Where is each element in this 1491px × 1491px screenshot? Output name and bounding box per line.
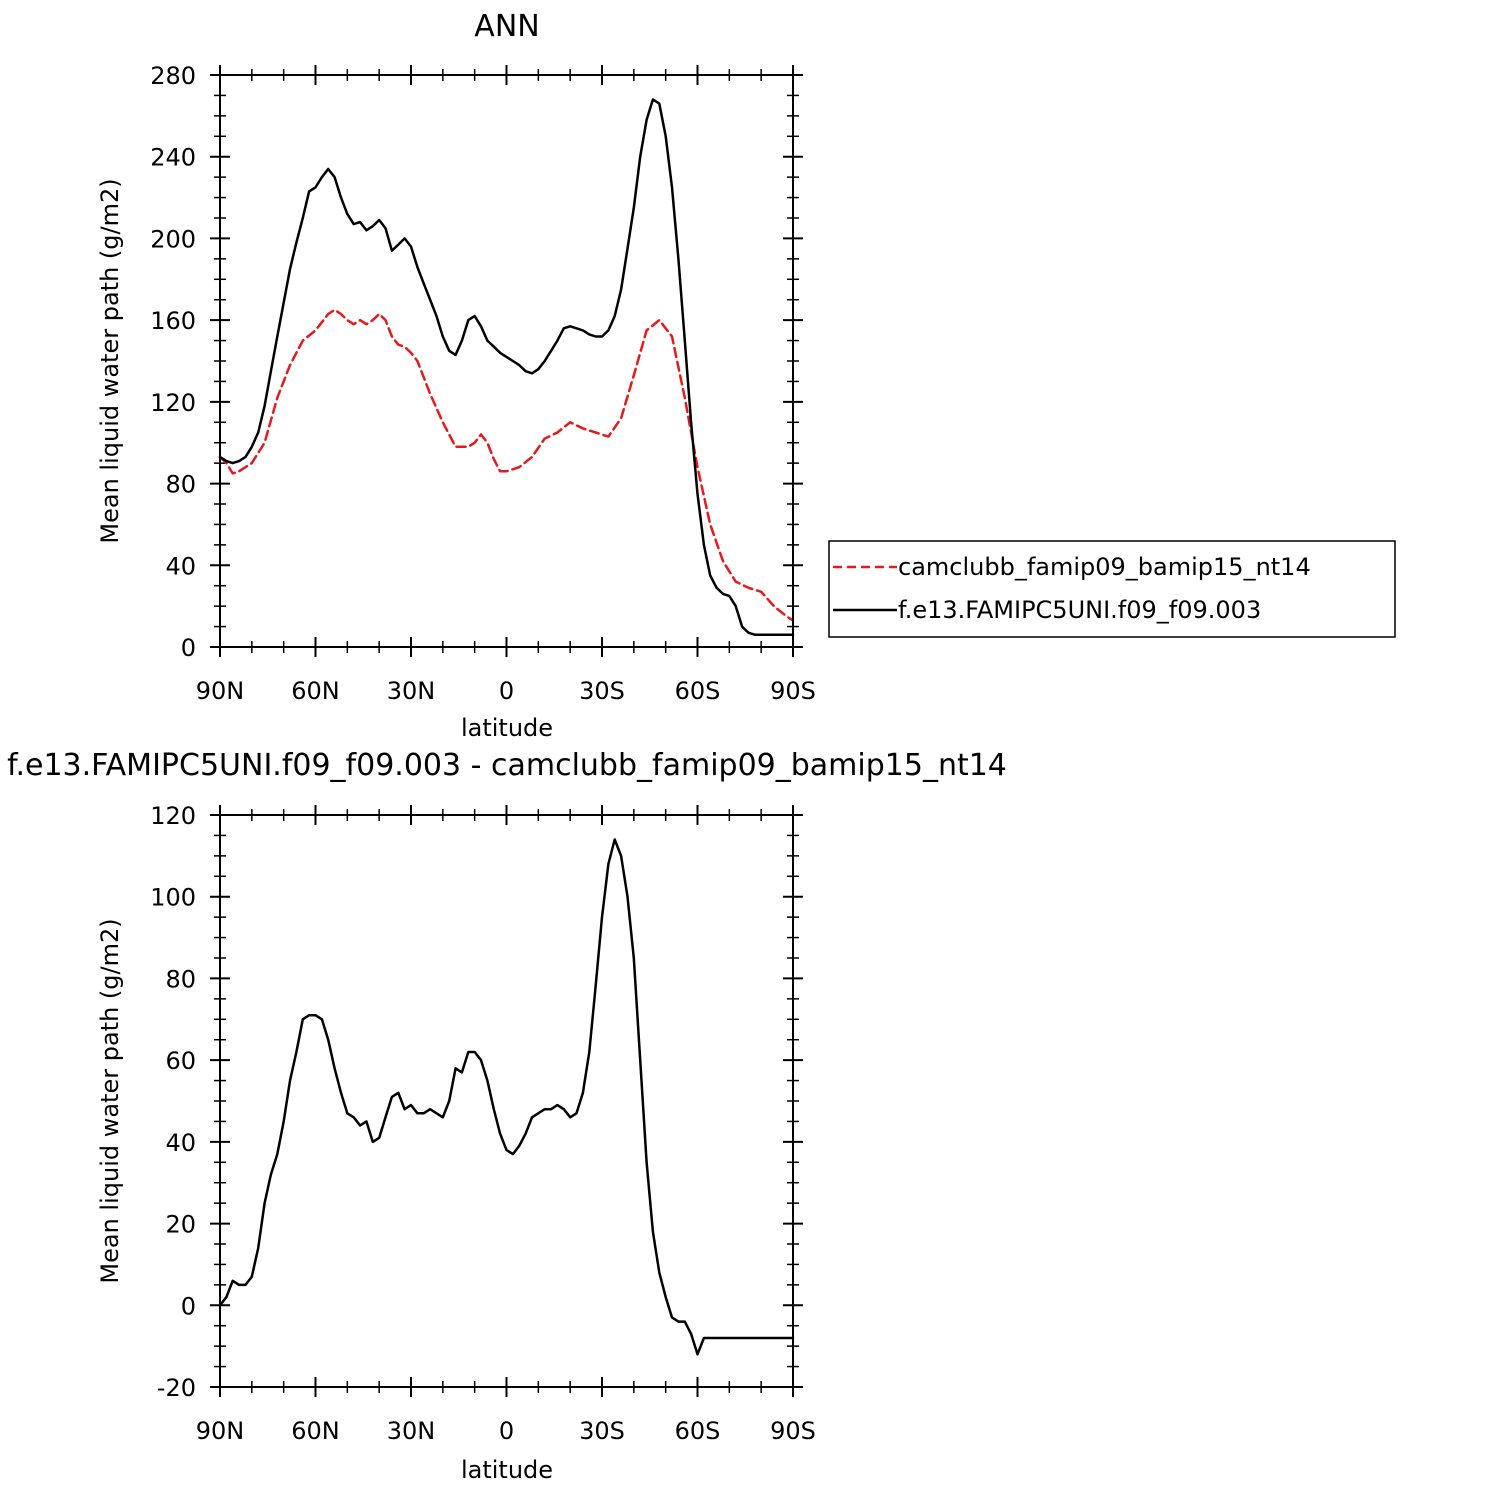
x-tick-label: 30S xyxy=(579,1417,625,1445)
x-tick-label: 90N xyxy=(196,1417,245,1445)
y-tick-label: 280 xyxy=(150,62,196,90)
x-tick-label: 60S xyxy=(675,1417,721,1445)
y-tick-label: 40 xyxy=(165,552,196,580)
legend: camclubb_famip09_bamip15_nt14 f.e13.FAMI… xyxy=(828,540,1396,638)
bottom-series-line-1 xyxy=(218,838,795,1356)
bottom-y-tick-labels: -20 0 20 40 60 80 100 120 xyxy=(150,802,196,1402)
y-tick-label: 120 xyxy=(150,389,196,417)
bottom-series-lines xyxy=(218,838,795,1356)
y-tick-label: 40 xyxy=(165,1129,196,1157)
top-series-line-1 xyxy=(218,308,795,622)
y-tick-label: 0 xyxy=(181,1292,196,1320)
bottom-plot-frame xyxy=(219,814,794,1388)
y-tick-label: 240 xyxy=(150,144,196,172)
y-tick-label: 60 xyxy=(165,1047,196,1075)
y-tick-label: 120 xyxy=(150,802,196,830)
top-y-tick-labels: 0 40 80 120 160 200 240 280 xyxy=(150,62,196,662)
y-tick-label: -20 xyxy=(157,1374,196,1402)
bottom-y-axis-label: Mean liquid water path (g/m2) xyxy=(96,918,124,1283)
top-plot-frame xyxy=(219,74,794,648)
top-chart-title: ANN xyxy=(474,9,539,44)
y-tick-label: 200 xyxy=(150,225,196,253)
x-tick-label: 90S xyxy=(770,1417,816,1445)
bottom-x-axis-label: latitude xyxy=(461,1456,553,1484)
top-y-axis-label: Mean liquid water path (g/m2) xyxy=(96,178,124,543)
y-tick-label: 100 xyxy=(150,884,196,912)
x-tick-label: 0 xyxy=(499,677,514,705)
bottom-axis-ticks xyxy=(210,805,803,1397)
bottom-panel: f.e13.FAMIPC5UNI.f09_f09.003 - camclubb_… xyxy=(7,748,1007,1484)
top-x-tick-labels: 90N 60N 30N 0 30S 60S 90S xyxy=(196,677,816,705)
legend-box xyxy=(828,540,1396,638)
top-series-lines xyxy=(218,98,795,636)
bottom-chart-title: f.e13.FAMIPC5UNI.f09_f09.003 - camclubb_… xyxy=(7,748,1007,783)
top-panel: ANN 0 40 80 120 160 200 240 280 90N 60N 30N 0 30S 60… xyxy=(96,9,816,742)
x-tick-label: 90S xyxy=(770,677,816,705)
x-tick-label: 0 xyxy=(499,1417,514,1445)
bottom-x-tick-labels: 90N 60N 30N 0 30S 60S 90S xyxy=(196,1417,816,1445)
top-axis-ticks xyxy=(210,65,803,657)
y-tick-label: 80 xyxy=(165,471,196,499)
x-tick-label: 30N xyxy=(387,677,436,705)
x-tick-label: 90N xyxy=(196,677,245,705)
y-tick-label: 80 xyxy=(165,965,196,993)
x-tick-label: 30N xyxy=(387,1417,436,1445)
top-x-axis-label: latitude xyxy=(461,714,553,742)
x-tick-label: 60N xyxy=(291,1417,340,1445)
legend-label-series-2: f.e13.FAMIPC5UNI.f09_f09.003 xyxy=(898,596,1261,624)
y-tick-label: 160 xyxy=(150,307,196,335)
y-tick-label: 20 xyxy=(165,1211,196,1239)
top-series-line-2 xyxy=(218,98,795,636)
x-tick-label: 60S xyxy=(675,677,721,705)
legend-label-series-1: camclubb_famip09_bamip15_nt14 xyxy=(898,553,1311,581)
x-tick-label: 60N xyxy=(291,677,340,705)
y-tick-label: 0 xyxy=(181,634,196,662)
x-tick-label: 30S xyxy=(579,677,625,705)
